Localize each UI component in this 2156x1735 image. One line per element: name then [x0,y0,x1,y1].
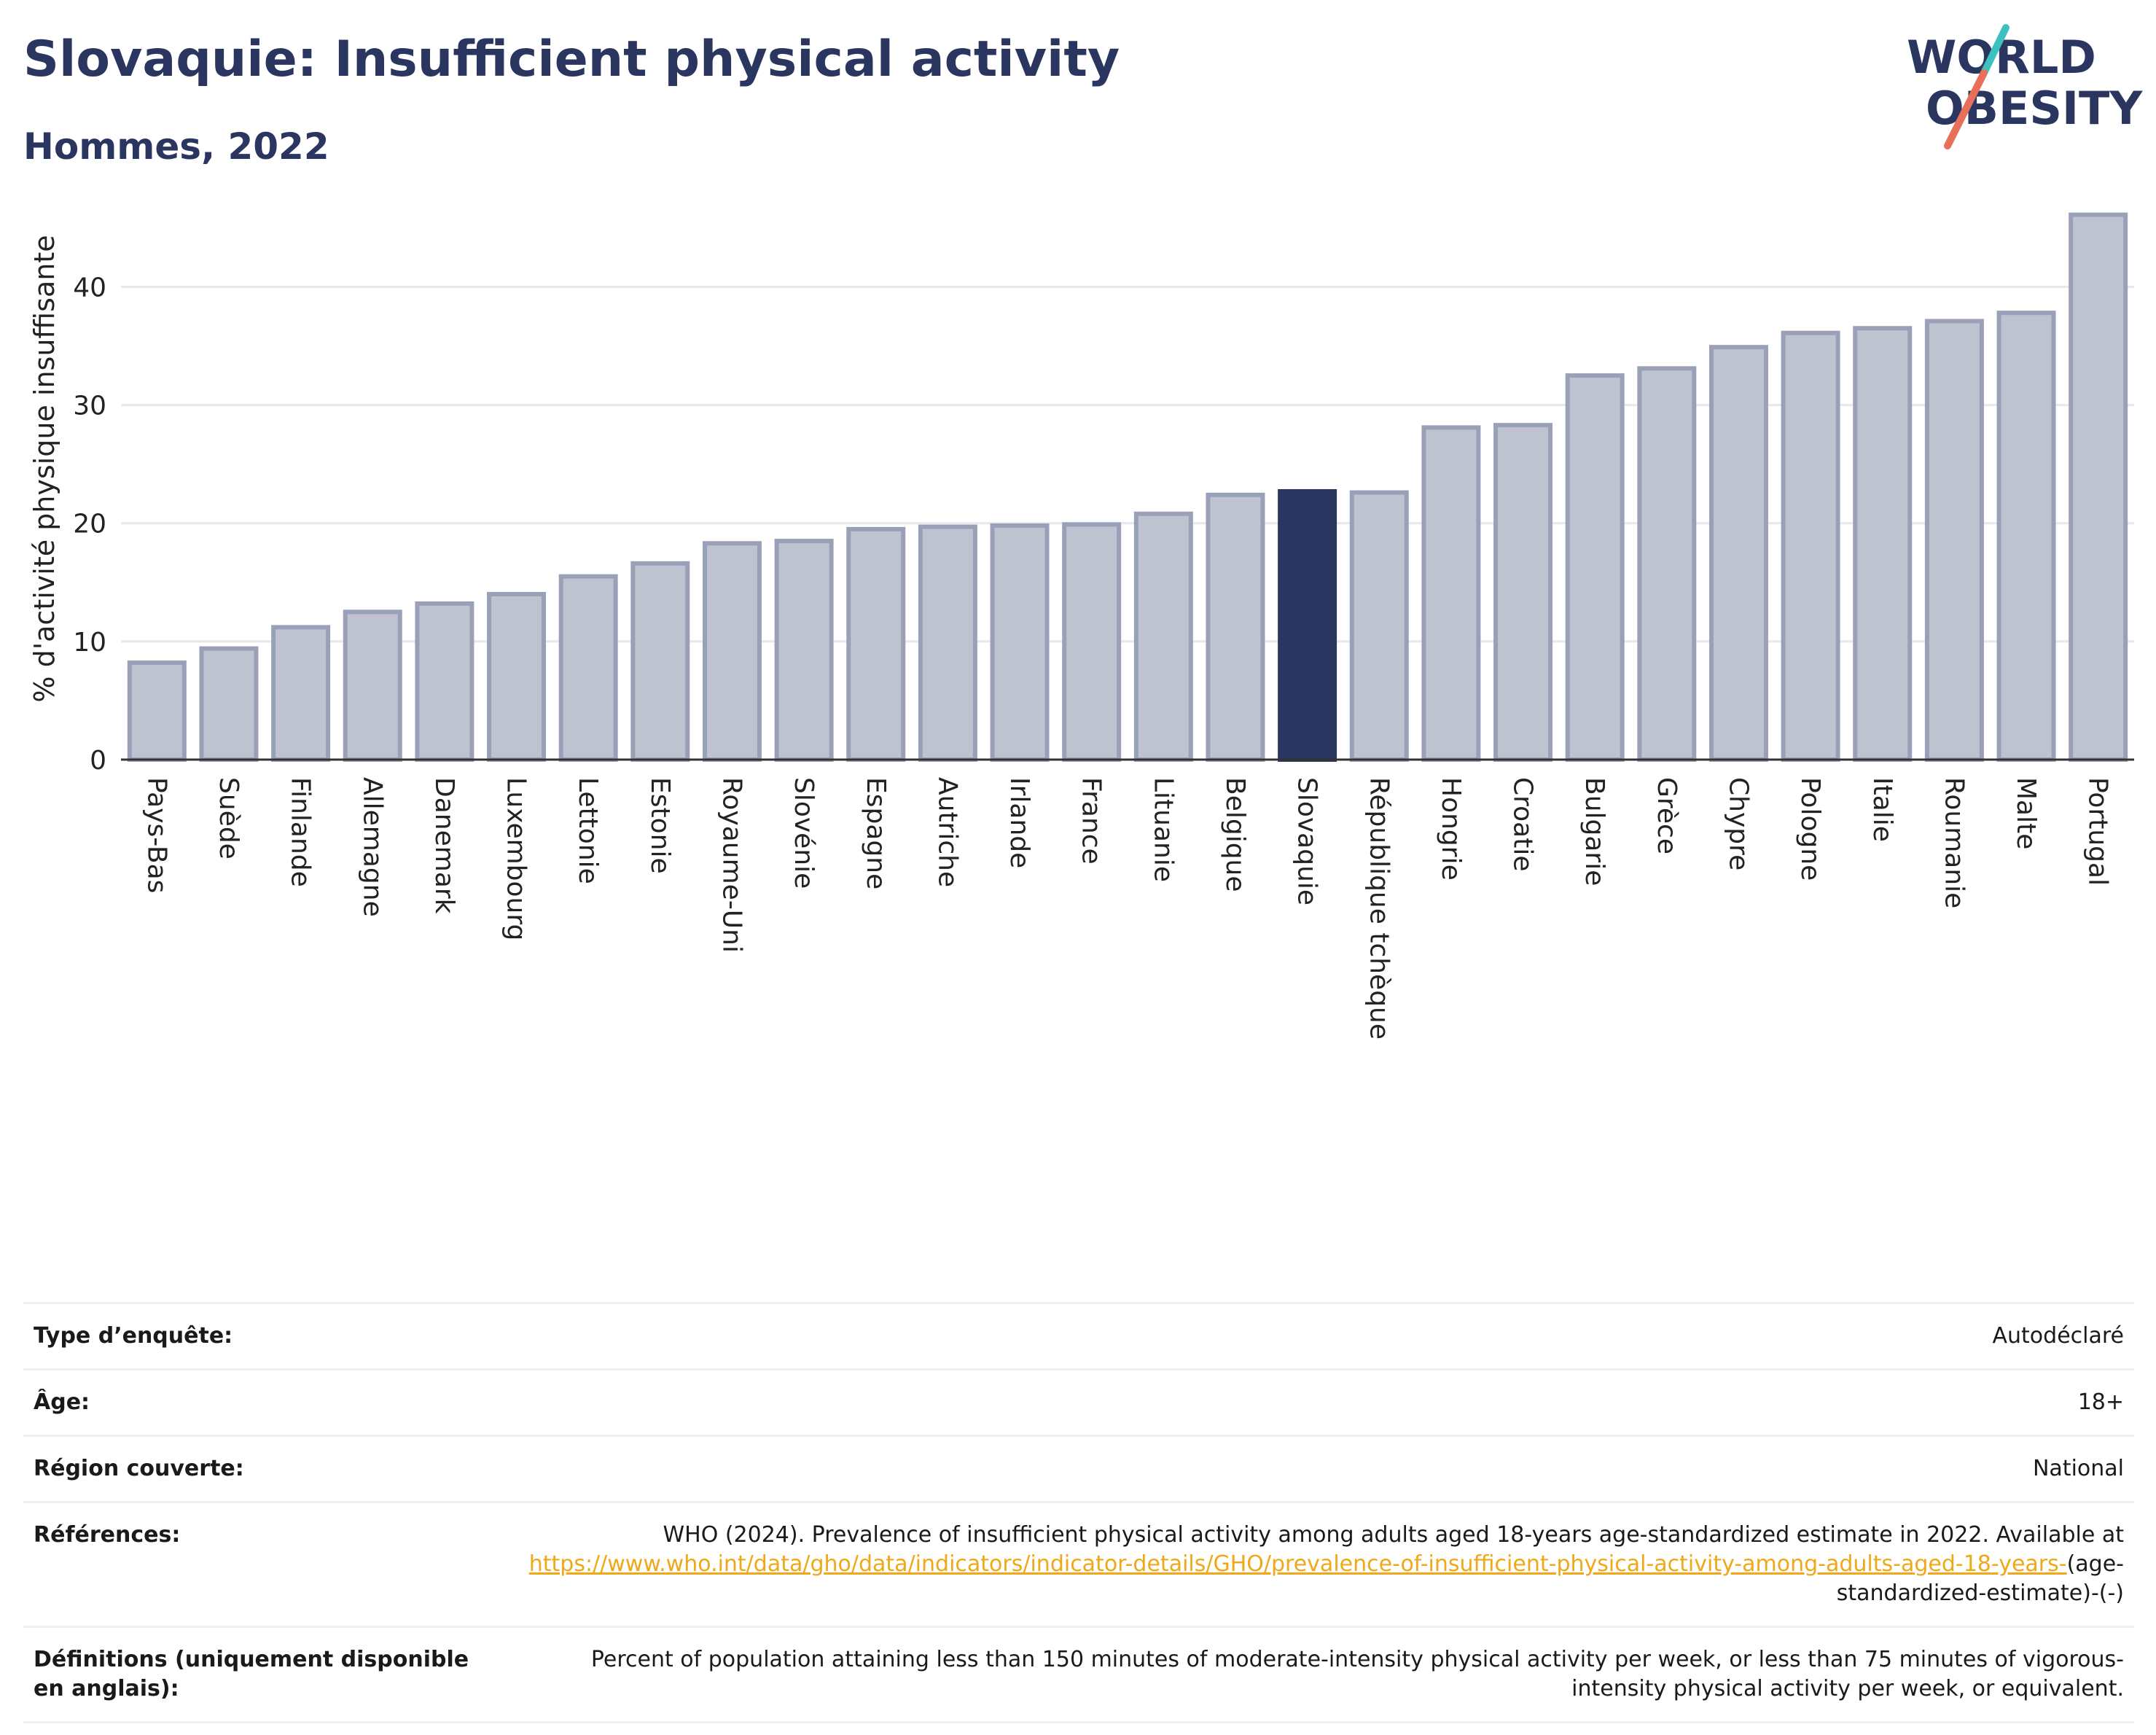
logo-slash-coral [1944,69,1988,149]
x-tick-label: Slovaquie [1292,777,1322,905]
x-tick-label: Lettonie [573,777,603,884]
info-row: Âge: 18+ [23,1368,2134,1437]
y-tick-label: 30 [73,391,106,421]
x-tick-label: Malte [2011,777,2041,849]
bar [1206,492,1265,762]
x-tick-label: Belgique [1220,777,1250,892]
bar [630,561,690,763]
bar [1781,330,1840,762]
x-tick-label: Bulgarie [1579,777,1609,886]
bar [271,625,331,762]
info-key: Âge: [23,1368,510,1437]
references-key: Références: [23,1501,510,1628]
x-tick-label: Grèce [1652,777,1682,854]
bar [1133,511,1193,762]
bar [1708,345,1768,763]
bar [1493,423,1553,762]
info-row: Région couverte: National [23,1435,2134,1503]
definitions-value: Percent of population attaining less tha… [510,1626,2134,1723]
info-table: Type d’enquête: Autodéclaré Âge: 18+ Rég… [23,1302,2134,1723]
y-tick-label: 0 [90,746,106,776]
bar [1637,366,1697,763]
bar-highlighted [1278,488,1337,762]
x-tick-label: Pays-Bas [141,777,171,893]
bar [343,609,402,763]
references-row: Références: WHO (2024). Prevalence of in… [23,1501,2134,1628]
bar [199,646,259,762]
y-tick-label: 20 [73,510,106,539]
x-tick-label: Pologne [1795,777,1825,881]
y-tick-label: 40 [73,273,106,303]
world-obesity-logo: WORLD OBESITY [1907,24,2143,149]
x-tick-label: Finlande [286,777,316,887]
info-key: Région couverte: [23,1435,510,1503]
definitions-row: Définitions (uniquement disponible en an… [23,1626,2134,1723]
x-tick-label: Autriche [932,777,962,887]
x-tick-label: Chypre [1723,777,1753,870]
info-key: Type d’enquête: [23,1302,510,1371]
x-tick-label: Hongrie [1436,777,1466,881]
bar [990,523,1050,762]
x-tick-label: Danemark [429,777,459,914]
bar [774,539,834,762]
x-tick-label: Allemagne [357,777,387,917]
references-text: WHO (2024). Prevalence of insufficient p… [663,1522,2124,1548]
y-tick-label: 10 [73,628,106,658]
bar [1924,319,1984,762]
bar [1421,425,1481,762]
x-tick-label: France [1077,777,1106,865]
info-row: Type d’enquête: Autodéclaré [23,1302,2134,1371]
bar [1853,326,1913,762]
x-tick-label: Estonie [645,777,675,874]
x-tick-label: Espagne [861,777,891,889]
info-value: Autodéclaré [510,1302,2134,1371]
bar [1565,373,1625,762]
logo-slash-teal [1980,24,2009,77]
x-tick-label: Italie [1867,777,1897,842]
bar [846,526,906,762]
x-tick-label: Royaume-Uni [716,777,746,953]
references-link[interactable]: https://www.who.int/data/gho/data/indica… [528,1551,2067,1577]
info-value: National [510,1435,2134,1503]
bar [487,592,547,763]
x-tick-label: Slovénie [789,777,819,889]
chart-subtitle: Hommes, 2022 [23,125,329,168]
bar [127,660,187,762]
bar [558,574,618,763]
info-value: 18+ [510,1368,2134,1437]
x-tick-label: Croatie [1508,777,1538,872]
chart-title: Slovaquie: Insufficient physical activit… [23,31,1120,88]
bar [918,524,977,762]
bar [1349,490,1409,762]
bar [2069,212,2128,762]
logo-line-2: OBESITY [1926,82,2143,135]
x-tick-label: Luxembourg [501,777,531,940]
y-axis-label: % d'activité physique insuffisante [28,235,60,702]
bar [415,601,474,763]
x-tick-label: Irlande [1004,777,1034,868]
x-tick-label: Portugal [2083,777,2113,886]
bar [1062,522,1122,762]
references-suffix: (age-standardized-estimate)-(-) [1836,1551,2124,1606]
bar [1996,311,2056,762]
x-tick-label: République tchèque [1364,777,1394,1040]
x-tick-label: Suède [214,777,243,859]
x-tick-label: Roumanie [1939,777,1969,908]
x-tick-label: Lituanie [1148,777,1178,882]
references-value: WHO (2024). Prevalence of insufficient p… [510,1501,2134,1628]
bar [702,541,762,762]
definitions-key: Définitions (uniquement disponible en an… [23,1626,510,1723]
bar-chart: 0 10 20 30 40 Pays-Bas Suède Finlande Allemagne D… [28,212,2134,1040]
